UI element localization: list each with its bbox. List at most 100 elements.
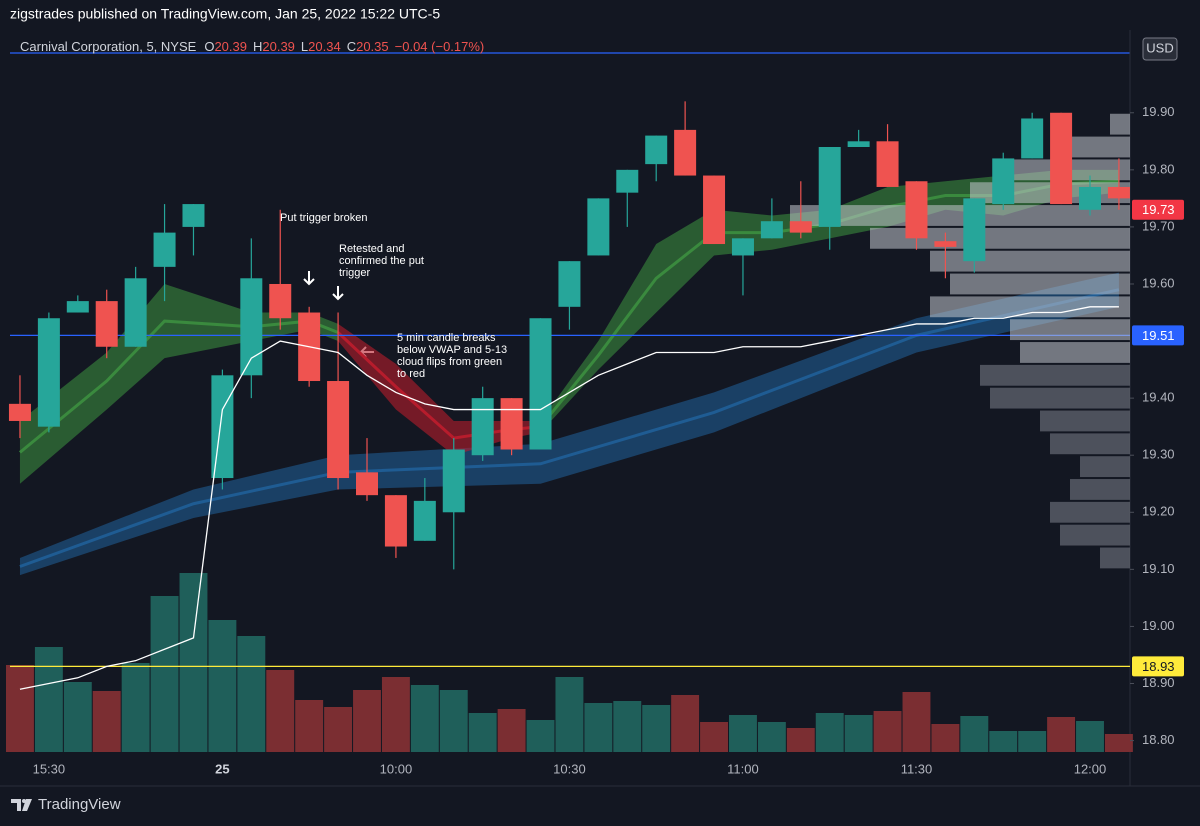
- volume-bar: [353, 690, 381, 752]
- annotation: trigger: [339, 267, 371, 279]
- legend-key: O: [204, 39, 214, 54]
- candle-body: [37, 318, 60, 427]
- volume-bar: [179, 573, 208, 752]
- candle-body: [616, 169, 639, 193]
- candle-body: [124, 278, 147, 347]
- candle-body: [934, 241, 957, 247]
- x-tick-label: 11:30: [901, 761, 933, 776]
- annotation: Put trigger broken: [280, 212, 367, 224]
- candle-body: [153, 232, 176, 267]
- y-tick-label: 19.00: [1142, 618, 1175, 633]
- candle-body: [1079, 186, 1101, 210]
- y-tick-label: 19.40: [1142, 390, 1175, 405]
- legend: Carnival Corporation, 5, NYSE O20.39 H20.3…: [20, 39, 484, 54]
- legend-value: 20.34: [308, 39, 341, 54]
- arrow-down: [332, 286, 344, 301]
- volume-bar: [295, 700, 324, 752]
- volume-profile-bar: [1080, 456, 1130, 478]
- legend-change: −0.04 (−0.17%): [395, 39, 485, 54]
- volume-bar: [150, 596, 179, 752]
- x-tick-label: 10:00: [380, 761, 413, 776]
- price-badge: [1132, 656, 1184, 677]
- candle-body: [95, 301, 118, 347]
- volume-bar: [1018, 731, 1047, 752]
- volume-profile-bar: [1040, 410, 1130, 432]
- y-tick-label: 19.90: [1142, 104, 1175, 119]
- legend-value: 20.39: [262, 39, 295, 54]
- candle-body: [558, 261, 581, 307]
- volume-bar: [729, 715, 757, 752]
- candle-body: [674, 129, 697, 176]
- candle-body: [876, 141, 899, 187]
- volume-bar: [584, 703, 613, 752]
- volume-profile-bar: [1050, 501, 1130, 523]
- volume-bar: [873, 711, 902, 752]
- volume-bar: [671, 695, 700, 752]
- volume-profile-bar: [930, 250, 1130, 272]
- chart-title: zigstrades published on TradingView.com,…: [10, 6, 440, 22]
- volume-profile-bar: [1060, 524, 1130, 546]
- y-tick-label: 19.30: [1142, 447, 1175, 462]
- volume-profile-bar: [1070, 479, 1130, 500]
- y-tick-label: 18.80: [1142, 732, 1175, 747]
- volume-bar: [34, 647, 63, 752]
- brand: TradingView: [38, 796, 121, 813]
- volume-bar: [1104, 734, 1133, 752]
- volume-bar: [468, 713, 497, 752]
- candle-body: [1050, 112, 1073, 205]
- indicator-cloud: [540, 169, 1119, 433]
- currency: USD: [1146, 40, 1173, 55]
- tv-logo: [11, 799, 32, 811]
- annotation: 5 min candle breaks: [397, 332, 496, 344]
- annotation: confirmed the put: [339, 255, 424, 267]
- x-tick-label: 10:30: [553, 761, 586, 776]
- volume-bar: [757, 722, 786, 752]
- volume-bar: [439, 690, 468, 752]
- volume-bar: [92, 691, 121, 752]
- volume-bar: [526, 720, 555, 752]
- volume-profile-bar: [1100, 547, 1130, 569]
- y-tick-label: 19.10: [1142, 561, 1175, 576]
- vwap-line: [19, 306, 1119, 690]
- candle-body: [905, 181, 928, 239]
- candle-body: [703, 175, 726, 245]
- candle-body: [8, 403, 31, 421]
- volume-bar: [497, 709, 526, 752]
- volume-profile-bar: [1110, 113, 1130, 135]
- y-tick-label: 18.90: [1142, 675, 1175, 690]
- volume-profile-bar: [1050, 433, 1130, 455]
- volume-profile-bar: [950, 273, 1130, 295]
- legend-key: C: [347, 39, 356, 54]
- volume-bar: [410, 685, 439, 752]
- volume-bar: [700, 722, 728, 752]
- candle-body: [66, 301, 89, 313]
- x-tick-label: 11:00: [727, 761, 759, 776]
- volume-profile-bar: [1060, 136, 1130, 158]
- volume-bar: [931, 724, 960, 752]
- logo-mark: [22, 799, 32, 811]
- candle-body: [413, 500, 436, 541]
- volume-bar: [6, 665, 34, 752]
- legend-key: H: [253, 39, 262, 54]
- candle-body: [760, 221, 783, 239]
- volume-profile-bar: [1020, 342, 1130, 363]
- volume-bar: [989, 731, 1018, 752]
- candle-body: [384, 495, 407, 547]
- volume-bar: [642, 705, 671, 752]
- volume-profile-bar: [1010, 319, 1130, 341]
- price-badge-label: 19.51: [1142, 328, 1175, 343]
- legend-key: L: [301, 39, 308, 54]
- volume-bar: [844, 715, 873, 752]
- annotation: below VWAP and 5-13: [397, 344, 507, 356]
- candle-body: [529, 318, 552, 450]
- y-tick-label: 19.70: [1142, 218, 1175, 233]
- volume-bar: [381, 677, 410, 752]
- price-badge: [1132, 325, 1184, 346]
- volume-bar: [902, 692, 931, 752]
- price-badge-label: 18.93: [1142, 659, 1175, 674]
- candle-body: [240, 278, 263, 376]
- legend-value: 20.39: [214, 39, 247, 54]
- volume-bar: [555, 677, 584, 752]
- annotation: to red: [397, 368, 425, 380]
